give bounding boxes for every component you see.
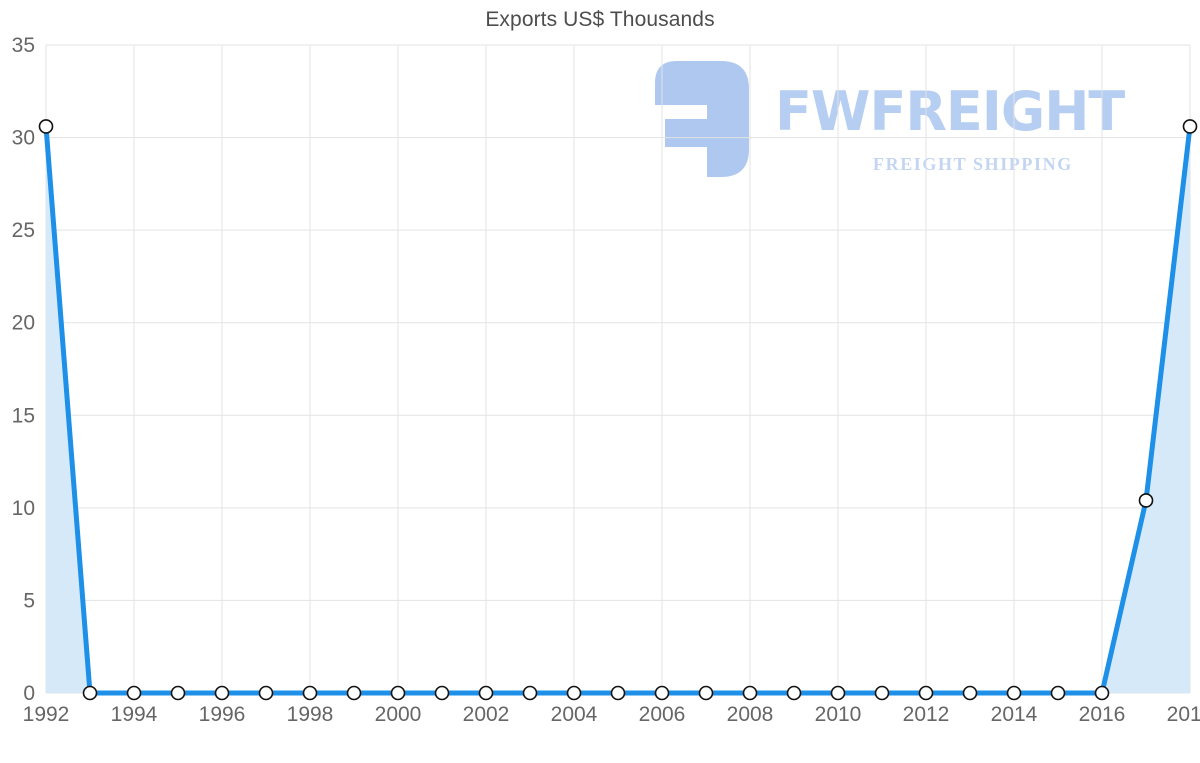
svg-text:2004: 2004 [551, 703, 598, 726]
data-line [43, 123, 1193, 696]
svg-text:0: 0 [23, 682, 35, 705]
svg-text:1992: 1992 [23, 703, 70, 726]
svg-text:2014: 2014 [991, 703, 1038, 726]
svg-text:2006: 2006 [639, 703, 686, 726]
svg-text:2018: 2018 [1167, 703, 1200, 726]
svg-text:1998: 1998 [287, 703, 334, 726]
svg-text:5: 5 [23, 589, 35, 612]
chart-title: Exports US$ Thousands [485, 8, 715, 31]
area-fill [46, 126, 1190, 693]
svg-text:2008: 2008 [727, 703, 774, 726]
gridlines [45, 44, 1191, 694]
svg-text:35: 35 [12, 34, 35, 57]
svg-text:1996: 1996 [199, 703, 246, 726]
svg-text:2012: 2012 [903, 703, 950, 726]
svg-text:25: 25 [12, 219, 35, 242]
svg-text:1994: 1994 [111, 703, 158, 726]
svg-text:2016: 2016 [1079, 703, 1126, 726]
svg-text:30: 30 [12, 127, 35, 150]
data-markers [38, 119, 1198, 701]
svg-text:15: 15 [12, 404, 35, 427]
svg-text:10: 10 [12, 497, 35, 520]
svg-text:2002: 2002 [463, 703, 510, 726]
svg-text:20: 20 [12, 312, 35, 335]
y-axis-labels: 0 5 10 15 20 25 30 35 [12, 34, 35, 705]
svg-text:2010: 2010 [815, 703, 862, 726]
svg-text:2000: 2000 [375, 703, 422, 726]
x-axis-labels: 1992 1994 1996 1998 2000 2002 2004 2006 2008 2010… [23, 703, 1200, 726]
